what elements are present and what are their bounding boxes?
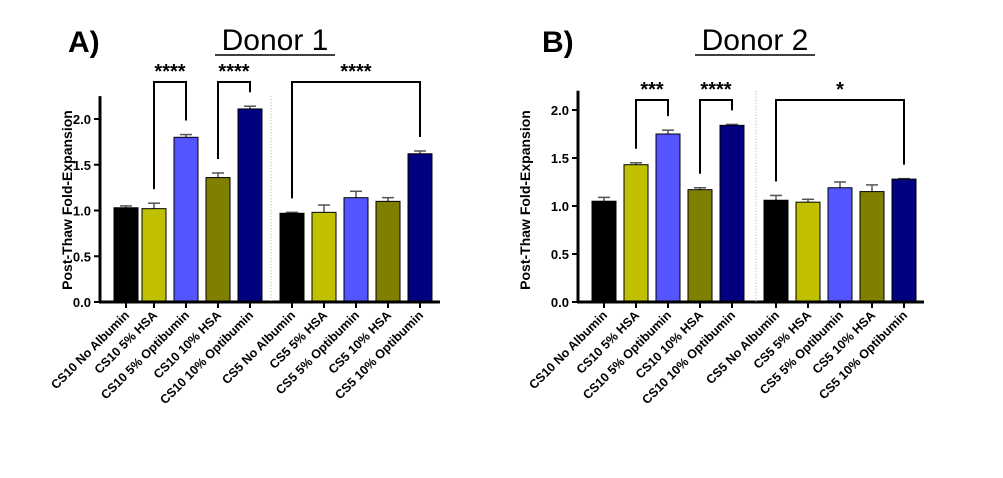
bar — [141, 208, 167, 303]
bar — [279, 212, 305, 303]
bar — [205, 177, 231, 303]
significance-bracket — [775, 99, 905, 182]
significance-label: * — [836, 79, 844, 101]
bar — [113, 207, 139, 303]
y-axis-label: Post-Thaw Fold-Expansion — [59, 110, 75, 290]
y-tick-label: 0.0 — [73, 295, 91, 310]
bar — [311, 211, 337, 303]
bar — [827, 187, 853, 303]
bar — [687, 189, 713, 303]
y-tick-label: 1.5 — [73, 158, 91, 173]
y-tick-label: 2.0 — [551, 103, 569, 118]
bar — [655, 133, 681, 303]
bar — [719, 124, 745, 303]
significance-label: **** — [154, 61, 185, 83]
y-tick-label: 1.0 — [73, 204, 91, 219]
bar — [173, 136, 199, 303]
bar — [591, 200, 617, 303]
y-tick-label: 0.5 — [551, 247, 569, 262]
bar — [763, 199, 789, 303]
y-tick-label: 2.0 — [73, 112, 91, 127]
bar — [623, 164, 649, 303]
bar — [375, 200, 401, 303]
significance-label: **** — [340, 61, 371, 83]
bar — [407, 153, 433, 303]
significance-label: *** — [640, 79, 664, 101]
bar — [859, 191, 885, 303]
bar — [795, 201, 821, 303]
panel-label: A) — [68, 26, 100, 59]
significance-bracket — [699, 99, 733, 174]
chart-title: Donor 2 — [702, 24, 809, 57]
significance-label: **** — [700, 79, 731, 101]
bar — [343, 197, 369, 303]
bar — [237, 108, 263, 303]
y-tick-label: 0.0 — [551, 295, 569, 310]
bar — [891, 178, 917, 303]
y-tick-label: 1.5 — [551, 151, 569, 166]
significance-bracket — [291, 81, 421, 199]
y-tick-label: 0.5 — [73, 249, 91, 264]
panel-label: B) — [542, 26, 574, 59]
y-axis-label: Post-Thaw Fold-Expansion — [517, 110, 533, 290]
significance-bracket — [635, 99, 669, 149]
significance-bracket — [153, 81, 187, 190]
y-tick-label: 1.0 — [551, 199, 569, 214]
significance-bracket — [217, 81, 251, 159]
chart-title: Donor 1 — [222, 24, 329, 57]
significance-label: **** — [218, 61, 249, 83]
